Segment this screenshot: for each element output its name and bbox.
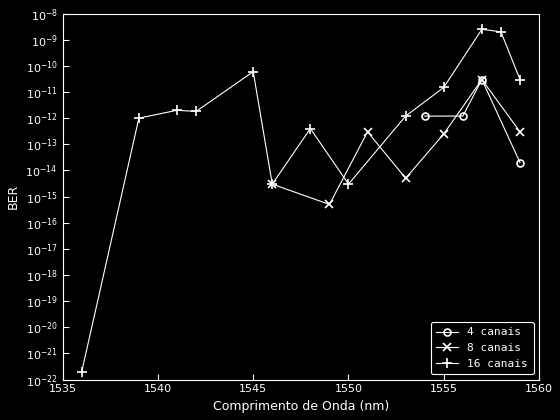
16 canais [479,27,486,32]
Y-axis label: BER: BER [7,184,20,209]
16 canais [193,109,199,114]
Line: 8 canais: 8 canais [268,75,524,209]
16 canais [440,85,447,90]
16 canais [402,113,409,118]
16 canais [250,69,256,74]
8 canais [517,129,524,134]
16 canais [78,369,85,374]
8 canais [479,77,486,82]
4 canais [421,113,428,118]
4 canais [517,160,524,165]
16 canais [136,116,142,121]
8 canais [364,129,371,134]
X-axis label: Comprimento de Onda (nm): Comprimento de Onda (nm) [213,400,389,413]
8 canais [440,131,447,136]
8 canais [402,176,409,181]
4 canais [479,77,486,82]
16 canais [498,29,505,34]
Line: 4 canais: 4 canais [421,76,524,166]
Legend: 4 canais, 8 canais, 16 canais: 4 canais, 8 canais, 16 canais [431,322,534,374]
4 canais [459,113,466,118]
16 canais [345,181,352,186]
Line: 16 canais: 16 canais [77,24,525,377]
16 canais [174,108,180,113]
16 canais [307,126,314,131]
8 canais [269,181,276,186]
8 canais [326,202,333,207]
16 canais [269,181,276,186]
16 canais [517,77,524,82]
